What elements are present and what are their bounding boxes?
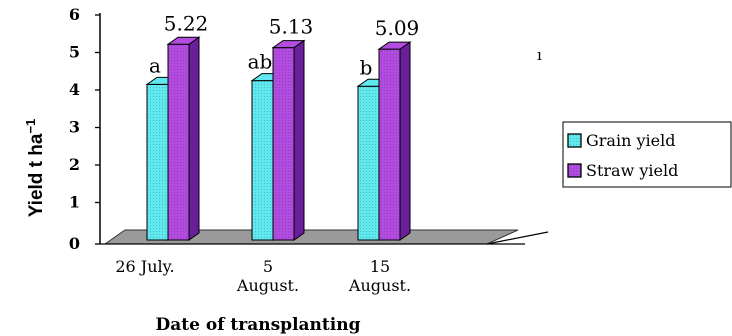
value-label: 5.22: [164, 11, 209, 35]
svg-text:Straw yield: Straw yield: [586, 161, 678, 180]
y-tick-label: 2: [69, 155, 80, 174]
x-tick-label: August.: [236, 276, 299, 295]
y-axis-title: Yield t ha−1: [23, 119, 47, 218]
x-tick-label: 15: [370, 257, 390, 276]
legend-frame: [562, 121, 732, 188]
y-axis: 0 1 2 3 4 5 6: [69, 5, 101, 253]
svg-text:Grain yield: Grain yield: [586, 131, 675, 150]
x-tick-label: August.: [348, 276, 411, 295]
straw-yield-bar: [166, 36, 201, 241]
y-tick-label: 1: [69, 193, 80, 212]
value-label: 5.09: [375, 16, 420, 40]
straw-yield-bar: [377, 41, 412, 241]
y-tick-label: 4: [69, 80, 80, 99]
chart-floor: [100, 229, 549, 245]
straw-yield-bar: [271, 39, 306, 241]
value-label: 5.13: [269, 15, 314, 39]
y-tick-label: 0: [69, 234, 80, 253]
legend-item-grain-yield: Grain yield: [567, 131, 675, 150]
y-tick-label: 6: [69, 5, 80, 24]
significance-letter: a: [149, 53, 161, 77]
floor-edge: [486, 231, 549, 245]
bars: [145, 36, 412, 241]
legend-item-straw-yield: Straw yield: [567, 161, 678, 180]
significance-letter: b: [360, 55, 373, 79]
x-axis-title: Date of transplanting: [156, 315, 361, 335]
y-tick-label: 5: [69, 43, 80, 62]
legend: Grain yield Straw yield: [562, 121, 732, 188]
x-tick-label: 5: [263, 257, 273, 276]
significance-letter: ab: [248, 50, 273, 74]
data-labels: 5.22a 5.13 ab 5.09b: [149, 11, 419, 79]
y-tick-label: 3: [69, 118, 80, 137]
x-tick-label: 26 July.: [115, 257, 174, 276]
stray-mark: ı: [537, 46, 542, 64]
